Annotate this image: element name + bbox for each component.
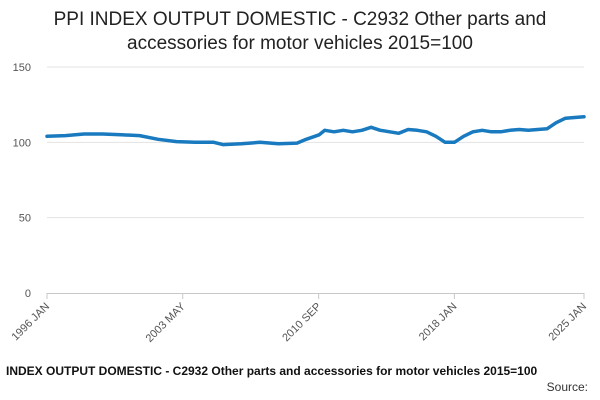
line-chart: 0 50 100 150 1996 JAN 2003 MAY 2010 SEP 2018 JA…	[9, 62, 589, 345]
y-tick-label: 150	[13, 62, 31, 74]
chart-caption: INDEX OUTPUT DOMESTIC - C2932 Other part…	[6, 364, 538, 378]
series-line	[45, 114, 586, 147]
x-tick-label: 2018 JAN	[417, 301, 460, 344]
x-tick-label: 2025 JAN	[546, 301, 589, 344]
y-tick-label: 50	[19, 213, 31, 225]
x-tick-label: 2003 MAY	[144, 300, 189, 345]
chart-source: Source:	[546, 380, 588, 394]
chart-title-line-1: PPI INDEX OUTPUT DOMESTIC - C2932 Other …	[53, 9, 547, 30]
y-tick-label: 100	[13, 137, 31, 149]
x-tick-label: 2010 SEP	[280, 301, 324, 345]
x-tick-label: 1996 JAN	[9, 301, 52, 344]
chart-title-line-2: accessories for motor vehicles 2015=100	[127, 33, 473, 54]
chart-title: PPI INDEX OUTPUT DOMESTIC - C2932 Other …	[0, 8, 600, 56]
y-tick-label: 0	[25, 288, 31, 300]
